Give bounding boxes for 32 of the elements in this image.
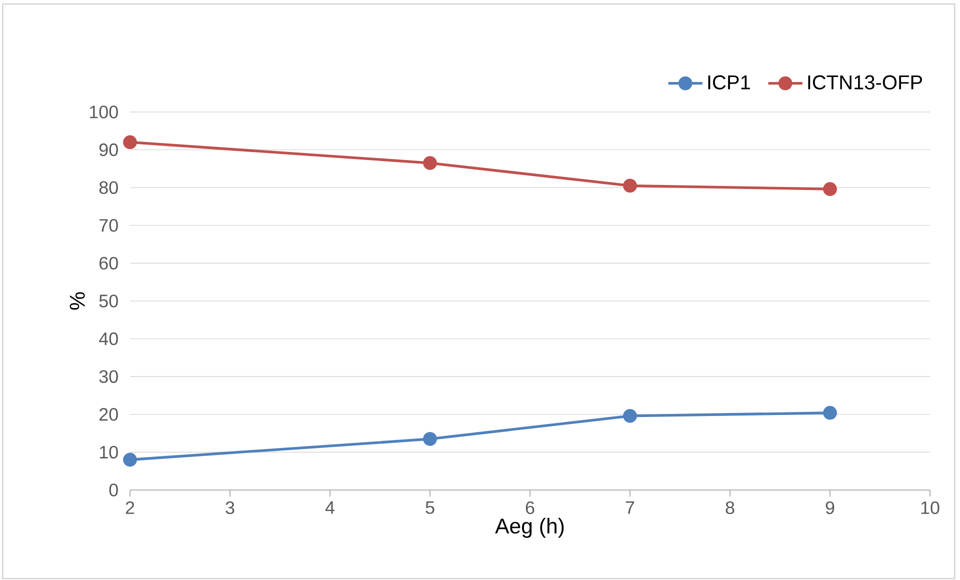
y-tick-label: 90 bbox=[99, 143, 118, 156]
x-axis-title: Aeg (h) bbox=[495, 518, 564, 538]
x-tick-label: 2 bbox=[126, 501, 134, 514]
point bbox=[123, 452, 137, 467]
point bbox=[123, 135, 137, 150]
x-tick-label: 4 bbox=[325, 501, 334, 514]
point bbox=[623, 408, 637, 423]
point bbox=[623, 178, 637, 193]
y-tick-label: 30 bbox=[99, 370, 118, 383]
x-tick-label: 5 bbox=[426, 501, 434, 514]
y-tick-label: 100 bbox=[90, 106, 118, 118]
point bbox=[423, 432, 437, 446]
y-tick-label: 50 bbox=[99, 294, 118, 308]
y-tick-label: 0 bbox=[109, 484, 118, 496]
x-tick-label: 10 bbox=[921, 501, 940, 514]
x-tick-label: 7 bbox=[626, 501, 634, 514]
legend-label: ICP1 bbox=[708, 75, 750, 90]
point bbox=[823, 182, 837, 196]
y-axis-title: % bbox=[70, 292, 85, 310]
y-tick-label: 80 bbox=[99, 181, 118, 194]
point bbox=[423, 156, 437, 170]
x-tick-label: 9 bbox=[826, 501, 834, 514]
y-tick-label: 70 bbox=[100, 219, 118, 232]
y-tick-label: 40 bbox=[99, 332, 118, 346]
point bbox=[823, 406, 837, 420]
y-tick-label: 10 bbox=[100, 446, 118, 459]
x-tick-label: 6 bbox=[526, 501, 534, 514]
y-tick-label: 60 bbox=[100, 256, 118, 270]
y-tick-label: 20 bbox=[100, 408, 118, 421]
x-tick-label: 3 bbox=[226, 501, 234, 514]
x-tick-label: 8 bbox=[726, 501, 734, 514]
legend-label: ICTN13-OFP bbox=[808, 75, 922, 90]
